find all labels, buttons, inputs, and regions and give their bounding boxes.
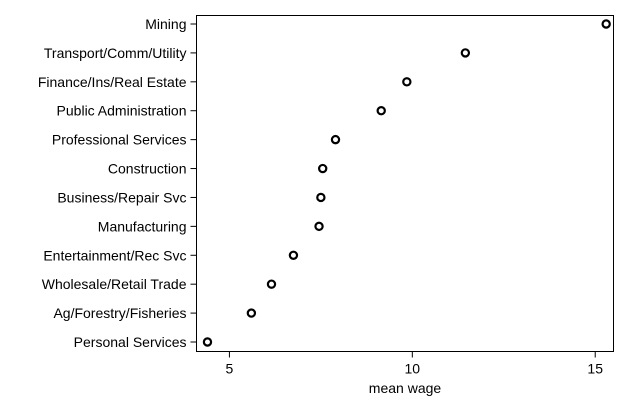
x-tick-label: 5 (226, 361, 234, 377)
category-label: Business/Repair Svc (57, 189, 186, 205)
category-label: Transport/Comm/Utility (44, 45, 187, 61)
data-point (317, 163, 328, 174)
category-label: Manufacturing (98, 218, 187, 234)
category-label: Wholesale/Retail Trade (42, 276, 187, 292)
category-label: Professional Services (52, 132, 187, 148)
data-point (601, 19, 611, 29)
category-label: Entertainment/Rec Svc (43, 247, 186, 263)
data-point (246, 308, 257, 318)
category-label: Construction (108, 161, 187, 177)
data-point (266, 279, 277, 289)
data-point (316, 192, 326, 203)
x-axis-label: mean wage (369, 380, 442, 396)
x-axis: 5 10 15 (226, 351, 603, 377)
data-point (376, 106, 386, 116)
data-point (288, 250, 299, 260)
category-label: Personal Services (74, 334, 187, 350)
data-points (202, 19, 611, 347)
data-point (330, 134, 341, 145)
data-point (402, 77, 412, 87)
x-tick-label: 15 (587, 361, 603, 377)
plot-frame (196, 15, 614, 352)
category-label: Mining (145, 16, 186, 32)
data-point (202, 337, 213, 347)
x-tick-label: 10 (405, 361, 421, 377)
data-point (460, 48, 471, 58)
category-label: Public Administration (57, 103, 187, 119)
category-label: Ag/Forestry/Fisheries (53, 305, 186, 321)
category-axis: Mining Transport/Comm/Utility Finance/Ins/… (38, 16, 197, 350)
category-label: Finance/Ins/Real Estate (38, 74, 187, 90)
data-point (314, 221, 324, 232)
